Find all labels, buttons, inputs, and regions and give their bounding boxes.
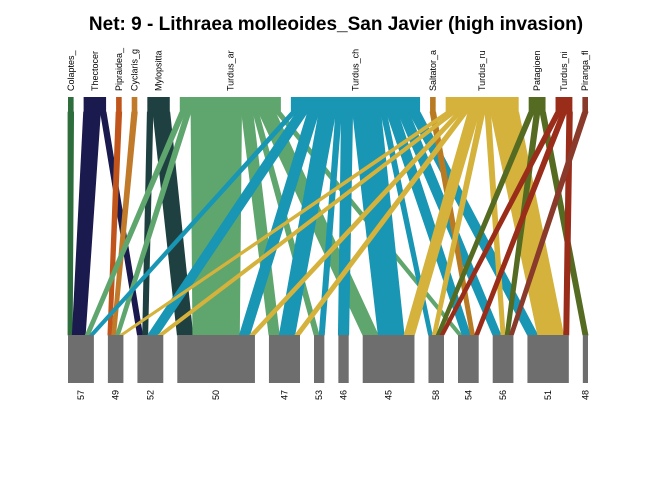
bottom-node-bar xyxy=(527,335,569,383)
bottom-node-label: 57 xyxy=(76,390,86,400)
chart-title: Net: 9 - Lithraea molleoides_San Javier … xyxy=(89,14,583,35)
top-node-label: Saltator_a xyxy=(428,50,438,91)
bottom-node-label: 56 xyxy=(498,390,508,400)
top-node-bar xyxy=(147,97,170,112)
bottom-node-label: 48 xyxy=(580,390,590,400)
top-node-layer xyxy=(68,97,588,112)
bottom-node-bar xyxy=(314,335,325,383)
link-Colaptes_-57 xyxy=(67,111,75,336)
bottom-node-bar xyxy=(338,335,349,383)
top-node-label: Turdus_ni xyxy=(559,51,569,91)
top-node-label: Thectocer xyxy=(90,51,100,91)
bottom-node-label: 47 xyxy=(279,390,289,400)
top-node-bar xyxy=(528,97,546,112)
bottom-node-label: 45 xyxy=(384,390,394,400)
top-node-label: Mylopsitta xyxy=(154,50,164,91)
bottom-node-layer xyxy=(68,335,588,383)
bottom-node-bar xyxy=(107,335,124,383)
top-node-label: Cyclaris_g xyxy=(130,49,140,91)
top-node-label: Patagioen xyxy=(532,50,542,91)
bottom-node-label: 54 xyxy=(463,390,473,400)
bottom-node-bar xyxy=(68,335,94,383)
link-layer xyxy=(67,111,589,336)
top-node-label: Colaptes_ xyxy=(66,49,76,91)
bottom-node-bar xyxy=(362,335,415,383)
bottom-node-label: 46 xyxy=(339,390,349,400)
top-node-bar xyxy=(445,97,519,112)
top-node-bar xyxy=(555,97,573,112)
top-node-bar xyxy=(83,97,107,112)
bottom-label-layer: 57 49 52 50 47 53 46 45 58 54 56 51 48 xyxy=(76,390,590,400)
top-node-bar xyxy=(290,97,421,112)
top-node-label: Pipraidea_ xyxy=(114,47,124,91)
top-node-label: Piranga_fl xyxy=(580,50,590,91)
top-label-layer: Colaptes_ Thectocer Pipraidea_ Cyclaris_g My… xyxy=(66,47,590,91)
link-Thectocer-57 xyxy=(71,111,101,336)
top-node-label: Turdus_ar xyxy=(225,50,235,91)
bottom-node-bar xyxy=(268,335,300,383)
bottom-node-label: 50 xyxy=(211,390,221,400)
top-node-label: Turdus_ru xyxy=(477,50,487,91)
bottom-node-label: 52 xyxy=(145,390,155,400)
bottom-node-label: 58 xyxy=(431,390,441,400)
top-node-bar xyxy=(430,97,436,112)
link-Turdus_ar-50 xyxy=(190,111,242,336)
top-node-bar xyxy=(582,97,588,112)
bottom-node-bar xyxy=(458,335,479,383)
top-node-bar xyxy=(179,97,281,112)
bottom-node-label: 53 xyxy=(314,390,324,400)
bottom-node-bar xyxy=(582,335,588,383)
bottom-node-label: 51 xyxy=(543,390,553,400)
bottom-node-label: 49 xyxy=(111,390,121,400)
top-node-bar xyxy=(116,97,122,112)
bottom-node-bar xyxy=(428,335,444,383)
top-node-bar xyxy=(68,97,74,112)
bottom-node-bar xyxy=(137,335,164,383)
bottom-node-bar xyxy=(492,335,514,383)
top-node-label: Turdus_ch xyxy=(350,49,360,91)
bottom-node-bar xyxy=(177,335,255,383)
top-node-bar xyxy=(131,97,138,112)
